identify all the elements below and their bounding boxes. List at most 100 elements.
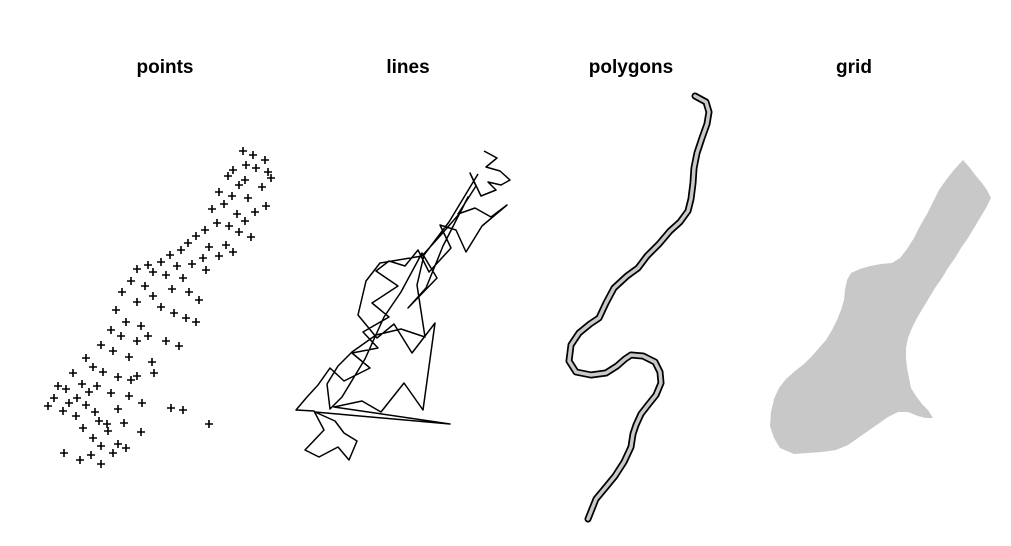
point-marker bbox=[127, 277, 135, 285]
point-marker bbox=[107, 389, 115, 397]
point-marker bbox=[76, 456, 84, 464]
point-marker bbox=[141, 282, 149, 290]
point-marker bbox=[104, 427, 112, 435]
point-marker bbox=[167, 404, 175, 412]
point-marker bbox=[229, 166, 237, 174]
point-marker bbox=[213, 219, 221, 227]
point-marker bbox=[62, 385, 70, 393]
grid-region bbox=[770, 160, 991, 454]
points-panel bbox=[44, 147, 275, 468]
point-marker bbox=[162, 271, 170, 279]
polygons-panel bbox=[565, 92, 713, 523]
point-marker bbox=[133, 298, 141, 306]
panel-title-grid: grid bbox=[836, 57, 872, 78]
panel-title-lines: lines bbox=[386, 57, 430, 78]
point-marker bbox=[241, 217, 249, 225]
point-marker bbox=[95, 417, 103, 425]
panel-title-polygons: polygons bbox=[588, 57, 674, 78]
point-marker bbox=[249, 151, 257, 159]
point-marker bbox=[97, 341, 105, 349]
point-marker bbox=[162, 337, 170, 345]
point-marker bbox=[109, 347, 117, 355]
point-marker bbox=[117, 332, 125, 340]
point-marker bbox=[50, 394, 58, 402]
point-marker bbox=[220, 200, 228, 208]
point-marker bbox=[114, 405, 122, 413]
point-marker bbox=[138, 399, 146, 407]
point-marker bbox=[157, 258, 165, 266]
point-marker bbox=[168, 285, 176, 293]
point-marker bbox=[241, 176, 249, 184]
point-marker bbox=[82, 354, 90, 362]
polygon-outline bbox=[565, 92, 713, 523]
point-marker bbox=[87, 451, 95, 459]
point-marker bbox=[133, 265, 141, 273]
point-marker bbox=[251, 208, 259, 216]
point-marker bbox=[264, 168, 272, 176]
line-track bbox=[295, 150, 511, 461]
point-marker bbox=[85, 388, 93, 396]
point-marker bbox=[93, 382, 101, 390]
point-marker bbox=[170, 309, 178, 317]
point-marker bbox=[262, 202, 270, 210]
point-marker bbox=[99, 368, 107, 376]
point-marker bbox=[73, 394, 81, 402]
point-marker bbox=[44, 402, 52, 410]
point-marker bbox=[122, 318, 130, 326]
point-marker bbox=[252, 164, 260, 172]
point-marker bbox=[72, 412, 80, 420]
point-marker bbox=[195, 296, 203, 304]
point-marker bbox=[125, 353, 133, 361]
point-marker bbox=[222, 241, 230, 249]
point-marker bbox=[258, 183, 266, 191]
point-marker bbox=[224, 172, 232, 180]
point-marker bbox=[109, 449, 117, 457]
point-marker bbox=[150, 369, 158, 377]
point-marker bbox=[179, 274, 187, 282]
point-marker bbox=[60, 449, 68, 457]
point-marker bbox=[179, 406, 187, 414]
point-marker bbox=[177, 246, 185, 254]
point-marker bbox=[184, 239, 192, 247]
point-marker bbox=[133, 337, 141, 345]
point-marker bbox=[192, 318, 200, 326]
polygon-fill bbox=[567, 94, 711, 521]
point-marker bbox=[149, 292, 157, 300]
point-marker bbox=[173, 262, 181, 270]
point-marker bbox=[118, 288, 126, 296]
point-marker bbox=[228, 192, 236, 200]
point-marker bbox=[65, 399, 73, 407]
point-marker bbox=[120, 419, 128, 427]
point-marker bbox=[215, 252, 223, 260]
point-marker bbox=[97, 442, 105, 450]
point-marker bbox=[157, 303, 165, 311]
point-marker bbox=[192, 232, 200, 240]
point-marker bbox=[89, 434, 97, 442]
point-marker bbox=[235, 181, 243, 189]
point-marker bbox=[148, 358, 156, 366]
point-marker bbox=[244, 194, 252, 202]
point-marker bbox=[239, 147, 247, 155]
point-marker bbox=[175, 342, 183, 350]
point-marker bbox=[182, 314, 190, 322]
point-marker bbox=[199, 254, 207, 262]
point-marker bbox=[125, 392, 133, 400]
point-marker bbox=[114, 373, 122, 381]
point-marker bbox=[201, 226, 209, 234]
point-marker bbox=[144, 261, 152, 269]
point-marker bbox=[103, 420, 111, 428]
point-marker bbox=[107, 326, 115, 334]
point-marker bbox=[225, 222, 233, 230]
point-marker bbox=[188, 260, 196, 268]
point-marker bbox=[229, 248, 237, 256]
point-marker bbox=[233, 210, 241, 218]
point-marker bbox=[185, 288, 193, 296]
point-marker bbox=[261, 156, 269, 164]
lines-panel bbox=[295, 150, 511, 461]
point-marker bbox=[78, 380, 86, 388]
point-marker bbox=[205, 420, 213, 428]
point-marker bbox=[137, 428, 145, 436]
point-marker bbox=[215, 188, 223, 196]
grid-panel bbox=[770, 160, 991, 454]
